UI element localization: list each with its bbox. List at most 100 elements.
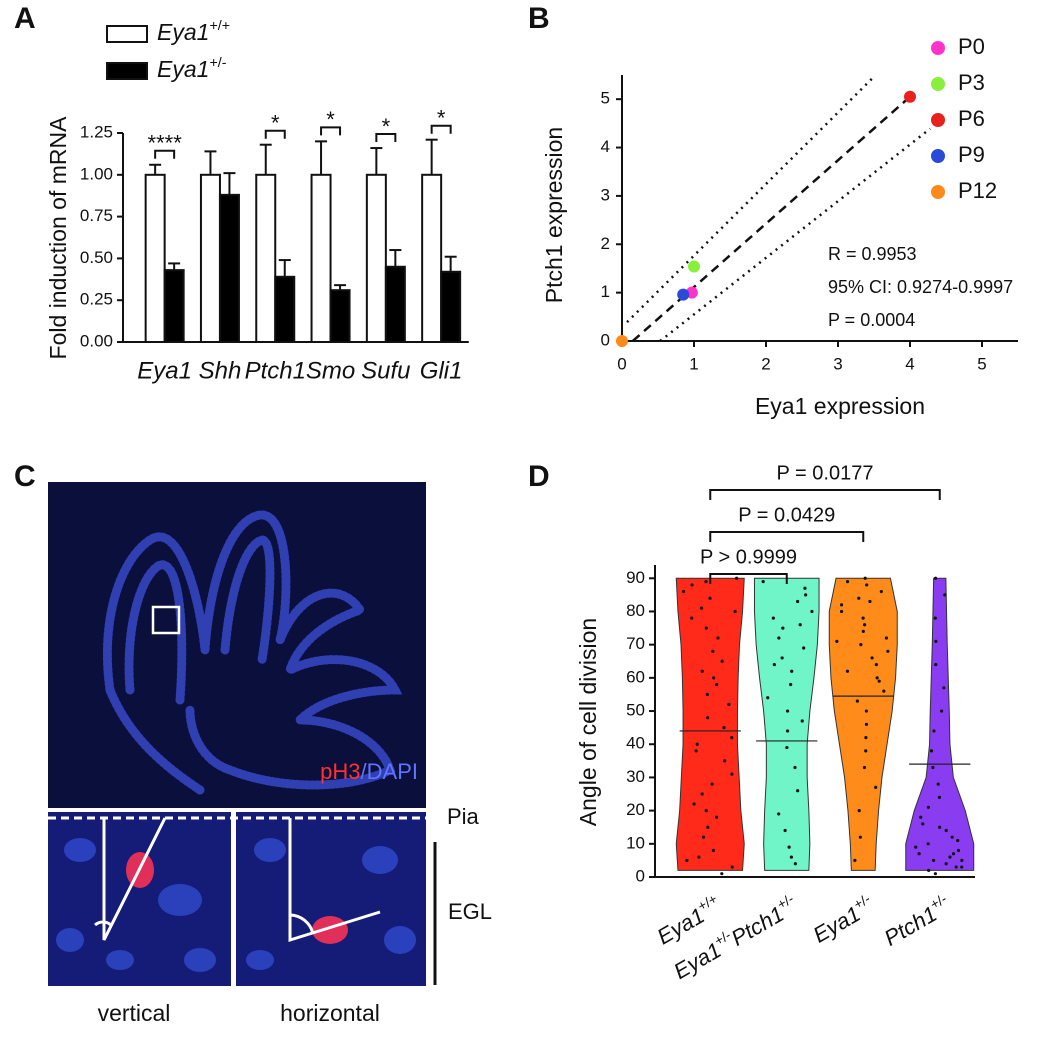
bar — [255, 173, 277, 343]
tissue-outline — [102, 510, 403, 795]
violin — [675, 577, 745, 871]
legend-label: P9 — [958, 142, 985, 167]
legend-label: P0 — [958, 34, 985, 59]
y-tick-label: 30 — [626, 767, 645, 786]
y-tick-label: 60 — [626, 667, 645, 686]
label-main: Eya1 — [157, 56, 209, 82]
point — [863, 576, 867, 580]
significance: * — [326, 107, 335, 132]
x-tick-label: 5 — [977, 354, 986, 373]
legend-label: Eya1+/- — [157, 55, 227, 82]
point — [682, 589, 686, 594]
y-tick-label: 70 — [626, 634, 645, 653]
stain-label: pH3/DAPI — [320, 759, 418, 784]
y-tick-label: 0 — [601, 330, 610, 349]
label-sup: +/- — [775, 891, 797, 912]
panel-label: D — [528, 460, 550, 493]
y-tick-label: 0 — [636, 866, 645, 885]
legend-marker — [931, 149, 945, 163]
label-sup: +/- — [851, 891, 873, 912]
point — [785, 729, 790, 733]
point — [956, 838, 960, 843]
point — [917, 852, 921, 856]
panel-label: B — [528, 2, 550, 35]
ci-line — [626, 76, 875, 324]
point — [690, 583, 694, 587]
point — [855, 699, 859, 703]
point — [700, 669, 704, 673]
y-tick-label: 4 — [601, 137, 610, 156]
point — [865, 583, 869, 587]
point — [798, 623, 802, 627]
point — [704, 809, 708, 813]
y-tick-label: 1.25 — [80, 122, 113, 141]
point — [720, 659, 724, 663]
y-tick-label: 1 — [601, 282, 610, 301]
legend-label: Eya1+/+ — [157, 18, 230, 45]
y-axis-label: Angle of cell division — [575, 618, 601, 826]
point — [942, 686, 946, 690]
point — [954, 865, 958, 869]
point — [938, 825, 942, 829]
point — [793, 862, 797, 866]
nuclei — [56, 838, 416, 972]
annotation: P = 0.0004 — [828, 310, 915, 330]
point — [802, 646, 806, 650]
x-tick-label: Shh — [199, 357, 242, 384]
point — [933, 872, 937, 876]
y-tick-label: 5 — [601, 89, 610, 108]
x-tick-label: Ptch1+/- — [879, 891, 955, 950]
y-tick-label: 80 — [626, 601, 645, 620]
comparison-label: P > 0.9999 — [700, 546, 797, 568]
caption: vertical — [98, 1000, 171, 1026]
label-sup: +/+ — [209, 18, 230, 34]
bracket — [375, 133, 397, 143]
point — [766, 696, 770, 700]
point — [781, 626, 785, 630]
point — [694, 749, 698, 753]
legend-swatch — [106, 62, 148, 80]
bracket — [709, 489, 941, 500]
point — [845, 579, 850, 584]
legend-marker — [931, 77, 945, 91]
bar — [218, 193, 240, 343]
point — [695, 742, 699, 746]
point — [722, 726, 726, 730]
bar — [144, 173, 166, 343]
point — [706, 825, 710, 829]
annotation: 95% CI: 0.9274-0.9997 — [828, 277, 1013, 297]
y-tick-label: 0.50 — [80, 248, 113, 267]
point — [862, 623, 867, 627]
point — [944, 828, 948, 833]
point — [926, 805, 930, 809]
point — [716, 636, 720, 640]
point — [927, 868, 931, 872]
point — [697, 855, 701, 859]
bracket — [264, 129, 286, 139]
point — [733, 609, 737, 614]
comparison-label: P = 0.0177 — [777, 462, 874, 484]
point — [877, 679, 881, 683]
annotation: R = 0.9953 — [828, 244, 917, 264]
point — [688, 260, 700, 273]
point — [789, 855, 793, 859]
point — [804, 593, 808, 597]
point — [730, 865, 734, 869]
caption: horizontal — [280, 1000, 380, 1026]
point — [875, 676, 879, 680]
y-tick-label: 40 — [626, 734, 645, 753]
panel-label: C — [14, 460, 36, 493]
label-sup: +/- — [928, 891, 950, 912]
egl-label: EGL — [448, 899, 492, 924]
point — [730, 772, 734, 776]
point — [771, 616, 775, 620]
legend-marker — [931, 185, 945, 199]
point — [700, 792, 704, 796]
x-tick-label: Eya1+/- — [808, 891, 879, 947]
ci-line — [659, 127, 931, 342]
point — [948, 855, 952, 859]
y-tick-label: 0.00 — [80, 331, 113, 350]
bar — [440, 270, 462, 343]
angle-lines — [94, 817, 381, 943]
point — [777, 636, 781, 640]
